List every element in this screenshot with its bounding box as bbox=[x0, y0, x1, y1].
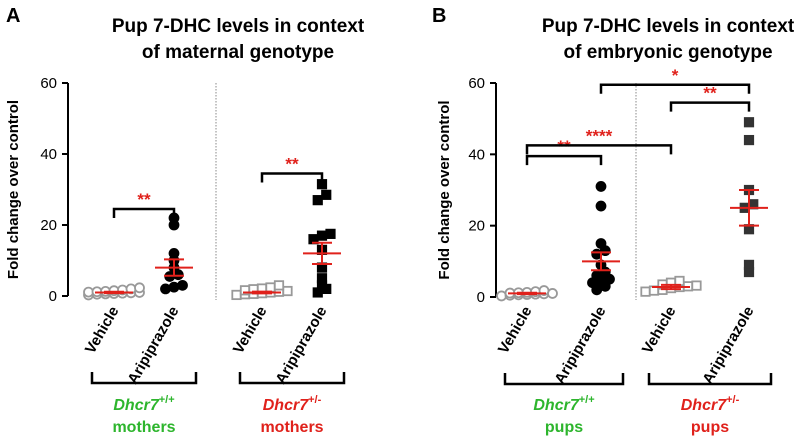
chart-title-line: of embryonic genotype bbox=[563, 42, 772, 63]
significance-bracket bbox=[112, 207, 176, 219]
y-tick-label: 20 bbox=[468, 218, 485, 235]
significance-bracket bbox=[669, 101, 751, 112]
series-3 bbox=[640, 275, 702, 297]
series-4 bbox=[303, 179, 341, 298]
data-point bbox=[134, 282, 145, 294]
group-label-line: mothers bbox=[260, 419, 323, 436]
data-point bbox=[325, 228, 336, 239]
data-point bbox=[743, 117, 755, 128]
group-bracket bbox=[90, 372, 198, 385]
significance-label: * bbox=[672, 66, 679, 85]
data-point bbox=[265, 282, 276, 293]
significance-label: **** bbox=[586, 126, 613, 145]
group-label-line: pups bbox=[545, 419, 583, 436]
significance-label: ** bbox=[703, 84, 717, 103]
significance-bracket bbox=[525, 144, 673, 155]
group-bracket bbox=[238, 372, 346, 385]
x-tick-label: Vehicle bbox=[230, 304, 271, 357]
x-tick-label: Aripiprazole bbox=[699, 304, 757, 388]
y-tick-label: 0 bbox=[477, 289, 485, 306]
chart-title-line: Pup 7-DHC levels in context bbox=[112, 16, 365, 37]
y-tick-label: 20 bbox=[40, 217, 57, 234]
y-tick-label: 40 bbox=[40, 146, 57, 163]
data-point bbox=[316, 230, 328, 241]
significance-label: ** bbox=[137, 190, 151, 209]
panel-label: B bbox=[432, 5, 446, 27]
panel-label: A bbox=[6, 5, 20, 27]
group-label-line: Dhcr7+/+ bbox=[113, 394, 174, 414]
data-point bbox=[273, 280, 285, 291]
y-axis-label: Fold change over control bbox=[5, 100, 22, 279]
significance-label: ** bbox=[285, 155, 299, 174]
data-point bbox=[743, 134, 755, 146]
panel-a: A Pup 7-DHC levels in context of maternal … bbox=[5, 5, 365, 436]
data-point bbox=[595, 200, 607, 212]
group-label-line: mothers bbox=[112, 419, 175, 436]
chart-title-line: of maternal genotype bbox=[142, 42, 334, 63]
data-point bbox=[321, 189, 332, 200]
data-point bbox=[168, 247, 180, 259]
data-point bbox=[312, 195, 323, 206]
y-axis-label: Fold change over control bbox=[436, 100, 453, 279]
group-bracket bbox=[503, 373, 625, 386]
group-label-line: Dhcr7+/- bbox=[263, 394, 322, 414]
x-tick-label: Vehicle bbox=[639, 304, 680, 357]
group-label-line: pups bbox=[691, 419, 729, 436]
data-point bbox=[316, 273, 328, 284]
series-3 bbox=[231, 280, 293, 301]
x-tick-label: Aripiprazole bbox=[551, 304, 609, 388]
chart-title-line: Pup 7-DHC levels in context bbox=[542, 16, 795, 37]
series-2 bbox=[582, 181, 620, 296]
data-point bbox=[640, 286, 651, 297]
data-point bbox=[168, 281, 180, 293]
group-label-line: Dhcr7+/- bbox=[681, 394, 740, 414]
y-tick-label: 60 bbox=[468, 75, 485, 92]
data-point bbox=[595, 238, 607, 249]
data-point bbox=[743, 259, 755, 271]
y-tick-label: 40 bbox=[468, 146, 485, 163]
group-label-line: Dhcr7+/+ bbox=[533, 394, 594, 414]
data-point bbox=[231, 289, 242, 301]
x-tick-label: Aripiprazole bbox=[272, 304, 330, 388]
series-1 bbox=[83, 282, 145, 301]
x-tick-label: Aripiprazole bbox=[124, 304, 182, 388]
significance-bracket bbox=[599, 83, 751, 94]
y-tick-label: 60 bbox=[40, 75, 57, 92]
series-2 bbox=[155, 212, 193, 295]
data-point bbox=[160, 283, 171, 295]
group-bracket bbox=[647, 373, 773, 386]
y-tick-label: 0 bbox=[49, 288, 57, 305]
panel-b: B Pup 7-DHC levels in context of embryonic… bbox=[432, 5, 795, 436]
data-point bbox=[595, 181, 607, 192]
significance-bracket bbox=[525, 154, 603, 166]
data-point bbox=[691, 280, 702, 291]
significance-bracket bbox=[260, 172, 324, 183]
series-1 bbox=[496, 285, 558, 302]
x-tick-label: Vehicle bbox=[495, 304, 536, 357]
data-point bbox=[282, 285, 293, 297]
series-4 bbox=[730, 117, 768, 278]
x-tick-label: Vehicle bbox=[82, 304, 123, 357]
data-point bbox=[177, 279, 188, 291]
